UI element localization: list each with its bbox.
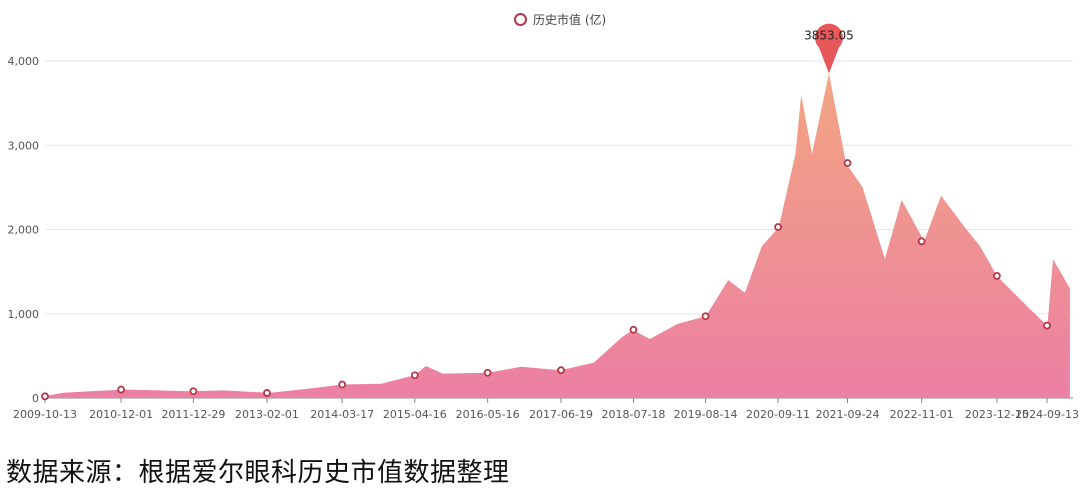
x-tick-label: 2022-11-01 <box>890 408 954 421</box>
x-tick-label: 2009-10-13 <box>13 408 77 421</box>
x-tick-label: 2010-12-01 <box>89 408 153 421</box>
y-tick-label: 0 <box>32 392 39 405</box>
data-point-marker <box>189 387 198 396</box>
x-tick-label: 2020-09-11 <box>746 408 810 421</box>
x-tick-label: 2024-09-13 <box>1015 408 1079 421</box>
x-tick-label: 2021-09-24 <box>816 408 880 421</box>
x-tick-label: 2015-04-16 <box>383 408 447 421</box>
peak-pin-icon <box>814 23 843 74</box>
peak-label: 3853.05 <box>804 28 854 42</box>
data-point-marker <box>629 325 638 334</box>
x-tick-label: 2019-08-14 <box>674 408 738 421</box>
data-point-marker <box>263 389 271 397</box>
x-tick-label: 2011-12-29 <box>161 408 225 421</box>
data-point-marker <box>483 368 492 377</box>
y-tick-label: 3,000 <box>8 139 40 152</box>
data-point-marker <box>117 385 126 394</box>
x-tick-label: 2013-02-01 <box>235 408 299 421</box>
chart-container: 0 1,000 2,000 3,000 4,000 2009-10-13 2010-12-0… <box>8 11 1079 421</box>
y-tick-label: 1,000 <box>8 308 40 321</box>
data-point-marker <box>41 392 49 401</box>
data-point-marker <box>410 371 419 380</box>
legend-label: 历史市值 (亿) <box>533 13 607 27</box>
y-tick-label: 4,000 <box>8 55 40 68</box>
x-tick-label: 2016-05-16 <box>456 408 520 421</box>
legend-marker-icon <box>514 13 527 26</box>
data-point-marker <box>774 223 782 231</box>
market-cap-chart: 0 1,000 2,000 3,000 4,000 2009-10-13 2010-12-0… <box>8 23 1079 421</box>
series-area <box>45 73 1070 399</box>
data-point-marker <box>701 312 710 321</box>
data-point-marker <box>1043 321 1051 330</box>
data-point-marker <box>992 271 1001 280</box>
x-tick-label: 2014-03-17 <box>310 408 374 421</box>
legend[interactable]: 历史市值 (亿) <box>514 11 606 28</box>
source-caption: 数据来源：根据爱尔眼科历史市值数据整理 <box>6 458 510 488</box>
data-point-marker <box>338 380 347 389</box>
x-tick-label: 2018-07-18 <box>602 408 666 421</box>
y-tick-label: 2,000 <box>8 224 40 237</box>
data-point-marker <box>917 237 926 246</box>
x-tick-label: 2023-12-15 <box>965 408 1029 421</box>
data-point-marker <box>843 159 852 167</box>
data-point-marker <box>557 366 565 375</box>
x-tick-label: 2017-06-19 <box>529 408 593 421</box>
